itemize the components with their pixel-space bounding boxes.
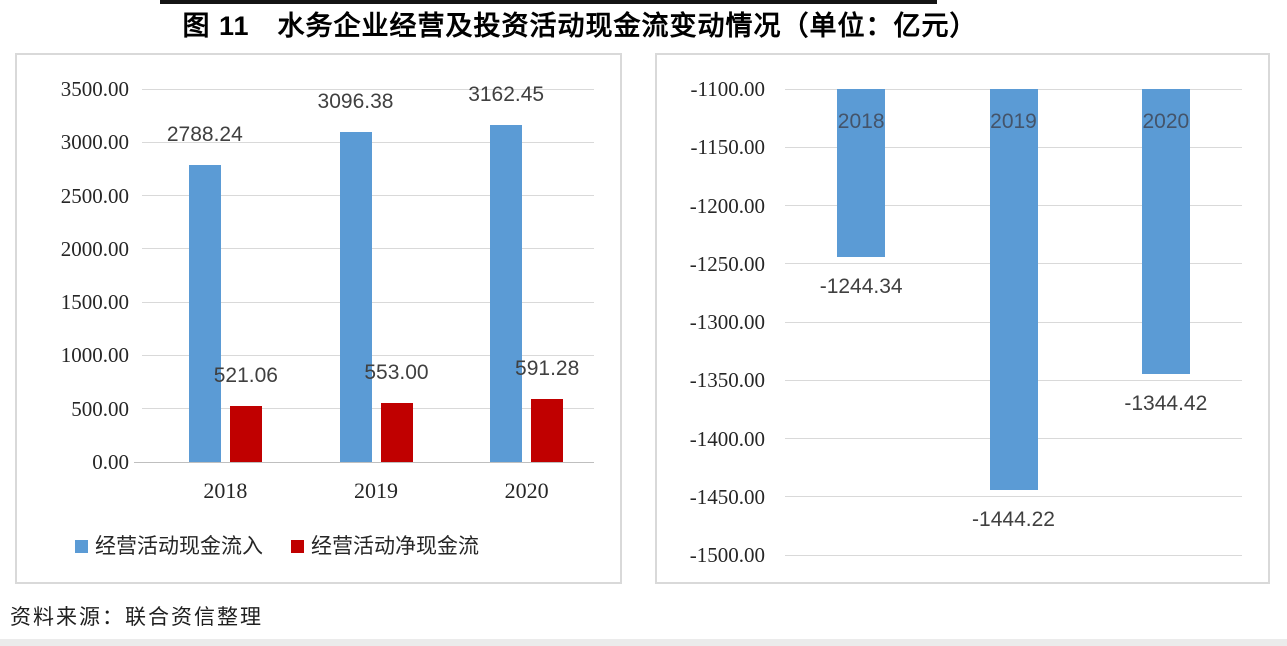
bar-2019 <box>989 89 1038 491</box>
x-axis-line <box>134 461 594 463</box>
figure-title: 图 11 水务企业经营及投资活动现金流变动情况（单位：亿元） <box>182 11 978 41</box>
y-axis-tick-label: -1500.00 <box>689 543 765 567</box>
y-axis-tick-label: -1150.00 <box>690 135 765 160</box>
y-axis-tick-label: -1450.00 <box>689 484 765 509</box>
legend-swatch-icon <box>291 539 304 553</box>
category-label-2020: 2020 <box>1142 110 1190 133</box>
bar-2019-s0 <box>339 132 372 462</box>
bar-2019-s1 <box>380 403 413 462</box>
legend-item: 经营活动净现金流 <box>291 535 479 557</box>
page-bottom-strip <box>0 639 1287 646</box>
y-axis-tick-label: 1500.00 <box>60 290 129 315</box>
y-axis-tick-label: -1100.00 <box>690 77 765 101</box>
category-label-2020: 2020 <box>504 478 549 503</box>
data-label: -1244.34 <box>819 275 903 299</box>
legend-swatch-icon <box>75 539 88 553</box>
y-axis-tick-label: -1250.00 <box>689 251 765 276</box>
data-label: 3096.38 <box>317 90 394 113</box>
legend-label: 经营活动现金流入 <box>95 534 263 558</box>
data-label: 2788.24 <box>166 122 243 146</box>
gridline <box>785 496 1242 498</box>
data-label: -1444.22 <box>972 508 1055 532</box>
category-label-2018: 2018 <box>203 478 248 503</box>
bar-2018 <box>837 89 886 258</box>
y-axis-tick-label: 3500.00 <box>60 77 129 101</box>
legend-item: 经营活动现金流入 <box>75 535 263 557</box>
category-label-2019: 2019 <box>354 478 398 503</box>
y-axis-tick-label: -1200.00 <box>689 193 765 218</box>
y-axis-tick-label: -1400.00 <box>689 426 765 451</box>
data-label: 3162.45 <box>468 82 545 106</box>
gridline <box>142 88 594 90</box>
bar-2018-s0 <box>188 164 221 462</box>
bar-2020 <box>1141 89 1190 374</box>
gridline <box>785 554 1242 556</box>
source-note: 资料来源：联合资信整理 <box>10 605 263 629</box>
data-label: 553.00 <box>364 361 429 385</box>
y-axis-tick-label: -1350.00 <box>689 368 765 393</box>
y-axis-tick-label: 2500.00 <box>60 183 129 208</box>
operating-cashflow-chart-panel: 3500.00 3000.00 2500.00 2000.00 1500.00 1000.… <box>15 53 622 584</box>
category-label-2018: 2018 <box>837 110 885 133</box>
investing-cashflow-chart-panel: -1100.00 -1150.00 -1200.00 -1250.00 -1300.00… <box>655 53 1270 584</box>
category-label-2019: 2019 <box>990 110 1037 133</box>
legend-label: 经营活动净现金流 <box>311 534 479 558</box>
top-rule-bar <box>160 0 937 4</box>
y-axis-tick-label: 2000.00 <box>60 236 129 261</box>
y-axis-tick-label: 0.00 <box>92 450 129 474</box>
y-axis-tick-label: 500.00 <box>71 396 129 421</box>
y-axis-tick-label: 3000.00 <box>60 130 129 155</box>
chart-legend: 经营活动现金流入 经营活动净现金流 <box>75 535 479 557</box>
data-label: 521.06 <box>213 364 278 388</box>
y-axis-tick-label: -1300.00 <box>689 310 765 334</box>
bar-2018-s1 <box>229 406 262 462</box>
bar-2020-s1 <box>531 398 564 462</box>
data-label: -1344.42 <box>1124 391 1208 415</box>
data-label: 591.28 <box>515 356 580 380</box>
y-axis-tick-label: 1000.00 <box>60 343 129 368</box>
bar-2020-s0 <box>490 124 523 462</box>
